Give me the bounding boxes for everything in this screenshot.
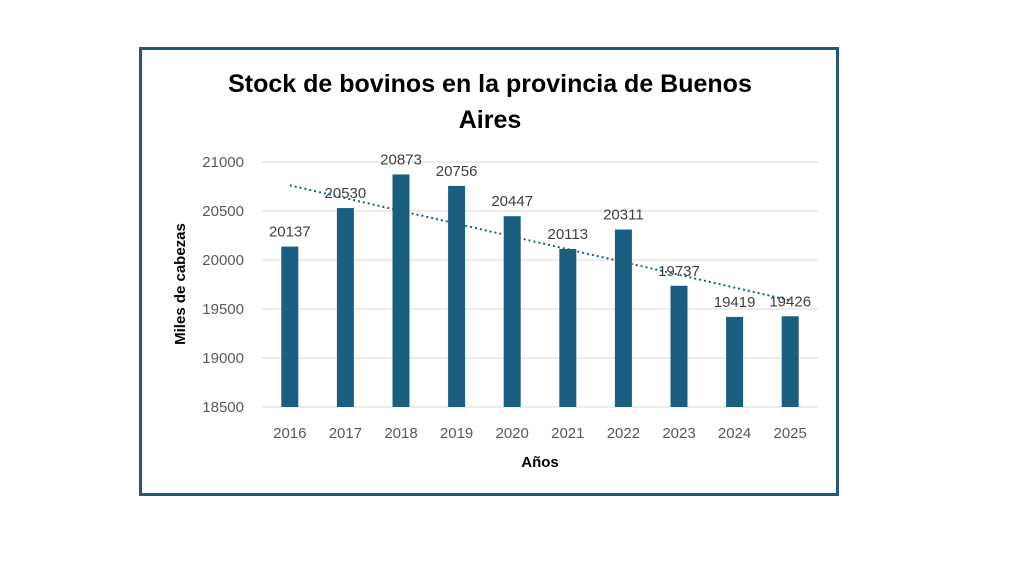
y-tick-label: 19500: [202, 301, 244, 318]
x-tick-label: 2022: [607, 425, 640, 442]
chart-title-line-1: Stock de bovinos en la provincia de Buen…: [228, 70, 752, 98]
data-label: 19426: [769, 293, 811, 310]
chart-title-line-2: Aires: [459, 106, 522, 134]
bar: [614, 229, 632, 407]
data-label: 20530: [325, 185, 367, 202]
x-tick-label: 2017: [329, 425, 362, 442]
bar: [392, 174, 410, 407]
bar: [670, 285, 688, 407]
gridlines: [262, 161, 818, 408]
data-label: 20311: [603, 207, 644, 224]
x-tick-label: 2019: [440, 425, 473, 442]
bar: [281, 246, 299, 407]
x-tick-label: 2021: [551, 425, 584, 442]
x-tick-label: 2020: [496, 425, 529, 442]
data-label: 20137: [269, 224, 311, 241]
bars: [281, 174, 799, 407]
data-labels: 20137 20530 20873 20756 20447 20113 20311 19737…: [269, 151, 811, 310]
chart-frame: [139, 47, 839, 496]
y-tick-label: 20000: [202, 252, 244, 269]
y-tick-label: 20500: [202, 203, 244, 220]
x-axis-title: Años: [521, 454, 559, 471]
bar: [559, 248, 577, 407]
bar: [726, 316, 744, 407]
data-label: 20447: [491, 193, 533, 210]
y-tick-label: 21000: [202, 154, 244, 171]
y-tick-label: 19000: [202, 350, 244, 367]
data-label: 20756: [436, 163, 478, 180]
x-tick-label: 2023: [662, 425, 695, 442]
bar: [336, 208, 354, 407]
y-tick-label: 18500: [202, 399, 244, 416]
data-label: 20873: [380, 151, 422, 168]
bar: [781, 316, 799, 407]
data-label: 19419: [714, 294, 756, 311]
bar: [503, 216, 521, 407]
trendline-path: [289, 184, 791, 302]
data-label: 19737: [658, 263, 700, 280]
trendline: [289, 184, 791, 302]
x-axis-ticks: 2016 2017 2018 2019 2020 2021 2022 2023 2024 2025: [273, 425, 807, 442]
x-tick-label: 2018: [384, 425, 417, 442]
x-tick-label: 2024: [718, 425, 751, 442]
y-axis-ticks: 18500 19000 19500 20000 20500 21000: [202, 154, 244, 416]
data-label: 20113: [547, 226, 588, 243]
y-axis-title: Miles de cabezas: [172, 223, 189, 345]
x-tick-label: 2025: [774, 425, 807, 442]
x-tick-label: 2016: [273, 425, 306, 442]
bar: [448, 185, 466, 407]
